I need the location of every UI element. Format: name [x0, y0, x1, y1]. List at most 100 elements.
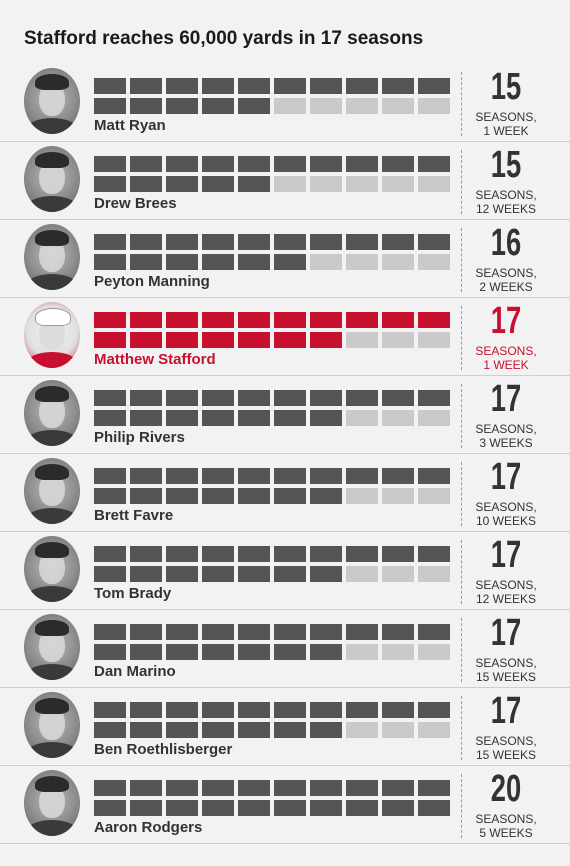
season-block-empty [346, 722, 378, 738]
player-name: Matthew Stafford [94, 351, 216, 368]
season-block-empty [346, 332, 378, 348]
season-block-empty [418, 332, 450, 348]
season-block-filled [94, 488, 126, 504]
season-block-empty [382, 254, 414, 270]
season-block-filled [202, 234, 234, 250]
season-block-filled [238, 546, 270, 562]
season-block-filled [202, 468, 234, 484]
season-block-filled [166, 468, 198, 484]
season-grid [94, 234, 454, 270]
season-block-empty [418, 488, 450, 504]
season-block-empty [382, 98, 414, 114]
season-block-empty [274, 176, 306, 192]
player-name: Dan Marino [94, 663, 176, 680]
season-block-filled [382, 702, 414, 718]
player-row: Dan Marino 17 SEASONS, 15 WEEKS [0, 610, 570, 688]
season-block-filled [130, 780, 162, 796]
season-block-filled [274, 234, 306, 250]
season-block-filled [418, 156, 450, 172]
season-block-empty [382, 410, 414, 426]
season-block-filled [202, 722, 234, 738]
dashed-divider [461, 306, 462, 370]
season-block-filled [130, 566, 162, 582]
season-block-filled [274, 468, 306, 484]
season-block-filled [94, 78, 126, 94]
season-block-filled [418, 780, 450, 796]
season-grid [94, 78, 454, 114]
season-block-filled [382, 312, 414, 328]
season-block-filled [274, 312, 306, 328]
season-block-empty [346, 410, 378, 426]
season-block-filled [94, 390, 126, 406]
season-block-filled [310, 332, 342, 348]
season-unit: SEASONS, 15 WEEKS [466, 656, 546, 684]
season-unit: SEASONS, 1 WEEK [466, 344, 546, 372]
player-photo [24, 614, 80, 680]
season-block-filled [130, 410, 162, 426]
unit-line-seasons: SEASONS, [475, 344, 537, 358]
season-block-filled [418, 312, 450, 328]
season-block-filled [94, 410, 126, 426]
season-count: 17 [490, 612, 522, 654]
season-block-filled [346, 624, 378, 640]
season-block-filled [274, 488, 306, 504]
season-block-empty [274, 98, 306, 114]
season-block-filled [202, 780, 234, 796]
season-block-filled [346, 390, 378, 406]
player-name: Ben Roethlisberger [94, 741, 233, 758]
season-block-filled [166, 546, 198, 562]
player-row: Peyton Manning 16 SEASONS, 2 WEEKS [0, 220, 570, 298]
unit-line-weeks: 1 WEEK [483, 124, 529, 138]
season-block-filled [310, 624, 342, 640]
player-row: Aaron Rodgers 20 SEASONS, 5 WEEKS [0, 766, 570, 844]
season-block-filled [202, 176, 234, 192]
season-block-empty [418, 722, 450, 738]
player-name: Matt Ryan [94, 117, 166, 134]
unit-line-weeks: 15 WEEKS [475, 748, 537, 762]
unit-line-seasons: SEASONS, [475, 110, 537, 124]
season-block-filled [310, 702, 342, 718]
player-photo [24, 458, 80, 524]
season-block-filled [238, 176, 270, 192]
season-block-empty [382, 722, 414, 738]
season-block-filled [418, 546, 450, 562]
unit-line-weeks: 10 WEEKS [475, 514, 537, 528]
season-block-empty [382, 332, 414, 348]
season-block-empty [346, 176, 378, 192]
dashed-divider [461, 150, 462, 214]
season-grid [94, 546, 454, 582]
season-block-filled [274, 254, 306, 270]
season-block-filled [94, 644, 126, 660]
season-block-filled [310, 722, 342, 738]
season-count: 15 [490, 144, 522, 186]
season-unit: SEASONS, 12 WEEKS [466, 578, 546, 606]
season-block-filled [274, 644, 306, 660]
season-block-filled [202, 644, 234, 660]
season-block-filled [166, 254, 198, 270]
player-name: Tom Brady [94, 585, 172, 602]
season-block-filled [94, 800, 126, 816]
player-name: Drew Brees [94, 195, 177, 212]
season-block-filled [382, 800, 414, 816]
season-unit: SEASONS, 3 WEEKS [466, 422, 546, 450]
season-count: 17 [490, 690, 522, 732]
season-block-filled [94, 468, 126, 484]
player-photo [24, 224, 80, 290]
season-block-empty [346, 566, 378, 582]
season-block-filled [166, 176, 198, 192]
season-block-filled [94, 624, 126, 640]
season-block-filled [130, 78, 162, 94]
season-block-filled [130, 722, 162, 738]
season-block-filled [346, 156, 378, 172]
season-block-filled [310, 312, 342, 328]
season-block-filled [310, 390, 342, 406]
season-block-filled [310, 566, 342, 582]
season-block-filled [310, 546, 342, 562]
season-block-filled [94, 98, 126, 114]
season-count: 17 [490, 300, 522, 342]
season-block-empty [418, 410, 450, 426]
season-block-filled [238, 234, 270, 250]
season-grid [94, 390, 454, 426]
season-block-filled [202, 98, 234, 114]
season-count: 17 [490, 456, 522, 498]
